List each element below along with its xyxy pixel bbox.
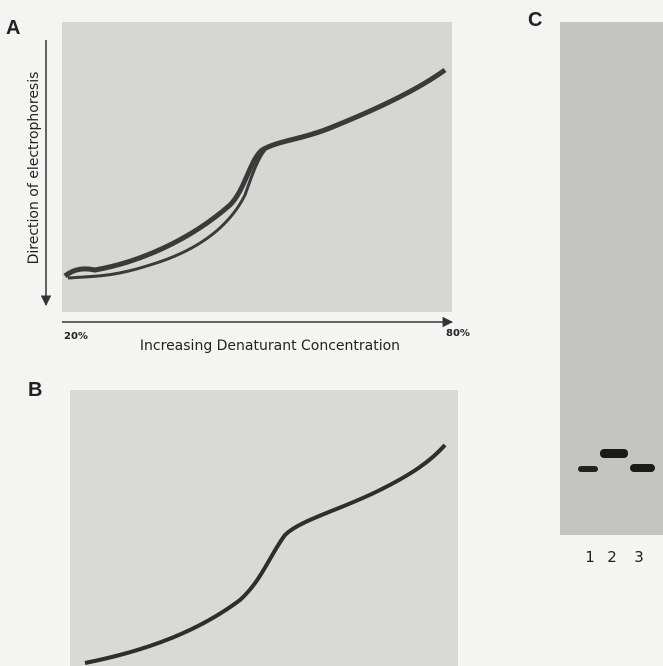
panel-label: C bbox=[528, 9, 542, 31]
x-axis-label: Increasing Denaturant Concentration bbox=[140, 338, 400, 354]
denaturation-curve bbox=[63, 67, 447, 279]
band bbox=[630, 464, 655, 472]
gel-image-b bbox=[70, 390, 458, 666]
x-start-label: 20% bbox=[64, 331, 88, 342]
band bbox=[578, 466, 598, 472]
denaturation-curve bbox=[84, 443, 447, 665]
lane-label: 2 bbox=[607, 548, 617, 566]
panel-label: B bbox=[28, 379, 42, 401]
panel-label: A bbox=[6, 17, 20, 39]
lane-label: 3 bbox=[634, 548, 644, 566]
gel-image-c bbox=[560, 22, 663, 535]
denaturation-curve bbox=[67, 149, 267, 280]
x-end-label: 80% bbox=[446, 328, 470, 339]
band bbox=[600, 449, 628, 458]
y-axis-label: Direction of electrophoresis bbox=[26, 72, 42, 265]
lane-label: 1 bbox=[585, 548, 595, 566]
